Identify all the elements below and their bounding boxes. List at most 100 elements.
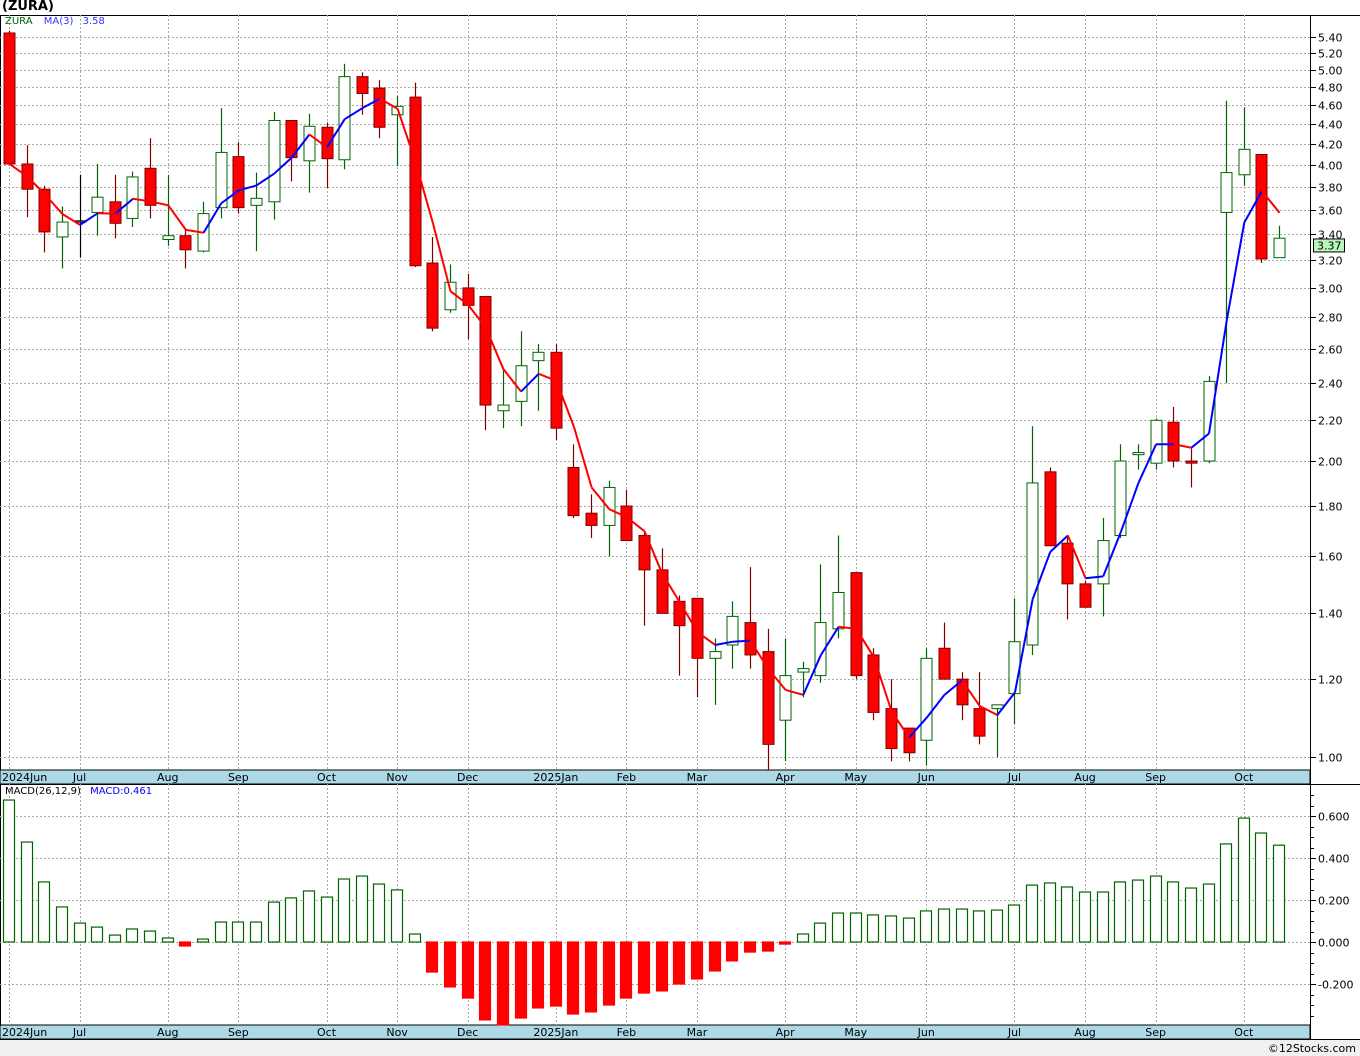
candle-body	[250, 197, 263, 206]
ma-line-segment	[1102, 531, 1122, 577]
candle-body	[479, 296, 492, 406]
macd-bar	[337, 878, 351, 943]
last-price-box	[1313, 238, 1345, 253]
macd-bar	[972, 910, 986, 943]
macd-bar	[425, 941, 439, 973]
price-legend: ZURA MA(3) 3.58	[5, 16, 105, 27]
price-tick-label: 1.20	[1318, 674, 1343, 687]
candle-body	[1008, 641, 1021, 695]
price-tick-label: 4.80	[1318, 82, 1343, 95]
ma-line-segment	[132, 197, 151, 203]
ma-line-segment	[273, 156, 293, 175]
x-axis-label: Jun	[917, 1026, 935, 1039]
macd-bar	[655, 941, 669, 992]
x-axis-label: Mar	[687, 1026, 708, 1039]
candle-body	[38, 188, 51, 233]
ma-line-segment	[414, 160, 434, 224]
macd-bar	[725, 941, 739, 962]
candle-body	[867, 654, 880, 713]
candle	[1079, 581, 1092, 608]
x-axis-label: Sep	[1145, 1026, 1166, 1039]
candle-body	[232, 156, 245, 209]
macd-legend: MACD(26,12,9) MACD:0.461	[5, 786, 152, 797]
macd-bar	[937, 908, 951, 943]
macd-bar	[602, 941, 616, 1006]
price-tick-label: 4.00	[1318, 160, 1343, 173]
price-tick-label: 5.40	[1318, 32, 1343, 45]
candle	[903, 727, 916, 762]
x-axis-label: 2024Jun	[2, 1026, 47, 1039]
candle-body	[444, 281, 457, 311]
ma-line-segment	[608, 508, 628, 519]
price-tick-label: 2.80	[1318, 312, 1343, 325]
ma-line-segment	[484, 327, 505, 370]
macd-bar	[672, 941, 686, 985]
macd-bar	[55, 906, 69, 943]
ma-line-segment	[1031, 551, 1052, 600]
macd-bar	[761, 941, 775, 952]
macd-bar	[866, 914, 880, 943]
price-tick-label: 3.40	[1318, 229, 1343, 242]
ma-label: MA(3)	[43, 16, 74, 27]
macd-bar	[302, 890, 316, 943]
ma-line-segment	[925, 694, 946, 719]
ma-value: 3.58	[82, 16, 105, 27]
candle-body	[303, 125, 316, 162]
macd-bar	[20, 841, 34, 943]
macd-bar	[73, 922, 87, 943]
ma-line-segment	[361, 97, 381, 110]
x-axis-label: Jul	[72, 771, 86, 784]
candle	[1061, 535, 1074, 620]
macd-bar	[1131, 879, 1145, 943]
price-tick-label: 2.60	[1318, 344, 1343, 357]
ma-line-segment	[908, 716, 928, 739]
x-axis-label: Oct	[317, 1026, 337, 1039]
candle-body	[1273, 237, 1286, 259]
macd-bar	[1149, 875, 1163, 943]
ma-line-segment	[1137, 443, 1158, 484]
macd-bar	[1078, 891, 1092, 943]
ma-line-segment	[714, 640, 733, 646]
macd-bar	[284, 897, 298, 943]
x-axis-label: Aug	[157, 771, 178, 784]
candle	[1044, 467, 1057, 547]
candle-body	[620, 505, 633, 542]
ma-line-segment	[838, 625, 857, 630]
ma-line-segment	[1225, 222, 1246, 322]
candle-body	[903, 727, 916, 754]
candle	[832, 535, 845, 639]
macd-bar	[813, 922, 827, 943]
macd-bar	[1202, 883, 1216, 943]
price-tick-label: 3.00	[1318, 283, 1343, 296]
candle-body	[1026, 482, 1039, 646]
macd-bar	[178, 941, 192, 947]
macd-tick-label: -0.200	[1318, 979, 1353, 992]
macd-bar	[955, 908, 969, 943]
candle-body	[497, 404, 510, 412]
ma-line-segment	[996, 691, 1016, 716]
ma-line-segment	[749, 640, 769, 670]
macd-bar	[1272, 844, 1286, 943]
candle-body	[409, 96, 422, 267]
x-axis-label: Sep	[228, 771, 249, 784]
x-axis-label: May	[844, 1026, 867, 1039]
candle	[1203, 376, 1216, 464]
macd-value: MACD:0.461	[90, 786, 153, 797]
macd-bar	[478, 941, 492, 1021]
macd-bar	[619, 941, 633, 999]
candle-body	[1185, 460, 1198, 464]
macd-bar	[231, 921, 245, 943]
ma-line-segment	[820, 626, 840, 656]
candle	[620, 489, 633, 542]
ma-line-segment	[185, 228, 204, 234]
ma-line-segment	[538, 372, 557, 382]
macd-bar	[796, 933, 810, 943]
candle-body	[691, 597, 704, 659]
candle-body	[215, 151, 228, 209]
macd-bar	[690, 941, 704, 980]
candle-body	[1079, 583, 1092, 608]
ma-line-segment	[1119, 482, 1140, 533]
ma-line-segment	[61, 213, 81, 226]
candle	[38, 185, 51, 253]
candle-body	[1167, 421, 1180, 462]
